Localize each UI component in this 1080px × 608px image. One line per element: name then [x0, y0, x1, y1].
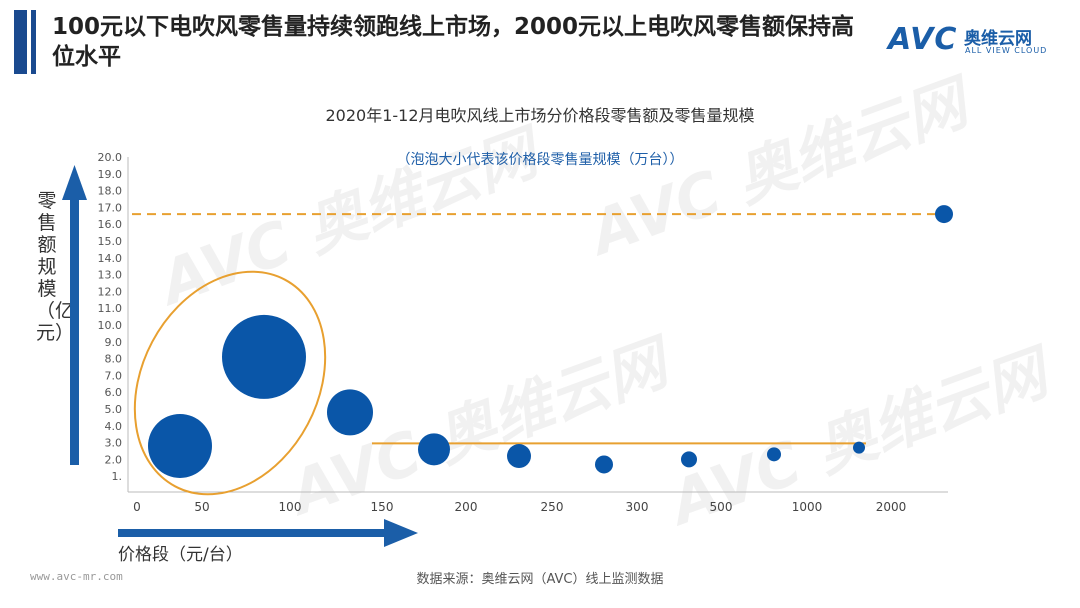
logo-cn: 奥维云网	[964, 29, 1032, 49]
y-tick-label: 14.0	[98, 252, 123, 265]
y-tick-label: 6.0	[105, 386, 123, 399]
y-tick-label: 7.0	[105, 369, 123, 382]
chart-subtitle: （泡泡大小代表该价格段零售量规模（万台））	[396, 152, 684, 168]
y-tick-label: 3.0	[105, 437, 123, 450]
x-tick-label: 50	[194, 500, 209, 514]
y-tick-label: 12.0	[98, 285, 123, 298]
y-tick-label: 19.0	[98, 168, 123, 181]
y-tick-label: 4.0	[105, 420, 123, 433]
y-tick-label: 2.0	[105, 453, 123, 466]
x-tick-label: 100	[279, 500, 302, 514]
x-axis-arrow-shaft	[118, 529, 386, 537]
x-tick-label: 2000	[876, 500, 907, 514]
title-accent-bar	[14, 10, 27, 74]
bubble-point	[327, 389, 373, 436]
bubble-point	[681, 451, 697, 468]
x-tick-label: 250	[541, 500, 564, 514]
bubble-point	[507, 444, 531, 469]
chart-title: 2020年1-12月电吹风线上市场分价格段零售额及零售量规模	[325, 106, 755, 125]
data-source: 数据来源：奥维云网（AVC）线上监测数据	[416, 572, 664, 587]
y-tick-label: 8.0	[105, 353, 123, 366]
title-accent-bar-thin	[31, 10, 36, 74]
bubble-point	[148, 413, 212, 478]
x-tick-label: 200	[455, 500, 478, 514]
x-tick-label: 0	[133, 500, 141, 514]
highlight-ellipse	[133, 270, 327, 496]
y-tick-label: 5.0	[105, 403, 123, 416]
bubble-point	[935, 205, 953, 224]
bubble-point	[595, 455, 613, 474]
x-tick-label: 500	[710, 500, 733, 514]
y-tick-label: 20.0	[98, 151, 123, 164]
y-tick-label: 13.0	[98, 269, 123, 282]
y-tick-label: 17.0	[98, 201, 123, 214]
y-axis-arrow-shaft	[70, 195, 79, 465]
y-tick-label: 9.0	[105, 336, 123, 349]
x-tick-label: 300	[626, 500, 649, 514]
x-tick-label: 1000	[792, 500, 823, 514]
bubble-point	[222, 314, 306, 399]
x-tick-label: 150	[371, 500, 394, 514]
bubble-point	[853, 441, 865, 454]
avc-logo: AVC 奥维云网 ALL VIEW CLOUD	[888, 22, 1058, 62]
logo-en: ALL VIEW CLOUD	[965, 46, 1048, 55]
y-tick-label: 16.0	[98, 218, 123, 231]
bubble-point	[767, 447, 781, 462]
y-tick-label: 15.0	[98, 235, 123, 248]
y-tick-label: 18.0	[98, 185, 123, 198]
y-axis-arrow-head	[62, 165, 87, 200]
y-tick-label: 1.	[112, 470, 123, 483]
y-tick-label: 10.0	[98, 319, 123, 332]
bubble-point	[418, 433, 450, 466]
page-title: 100元以下电吹风零售量持续领跑线上市场，2000元以上电吹风零售额保持高位水平	[52, 14, 855, 70]
y-tick-label: 11.0	[98, 302, 123, 315]
x-axis-arrow-head	[384, 519, 418, 547]
logo-text: AVC	[888, 22, 958, 57]
x-axis-label: 价格段（元/台）	[118, 545, 243, 565]
site-url: www.avc-mr.com	[30, 570, 123, 583]
